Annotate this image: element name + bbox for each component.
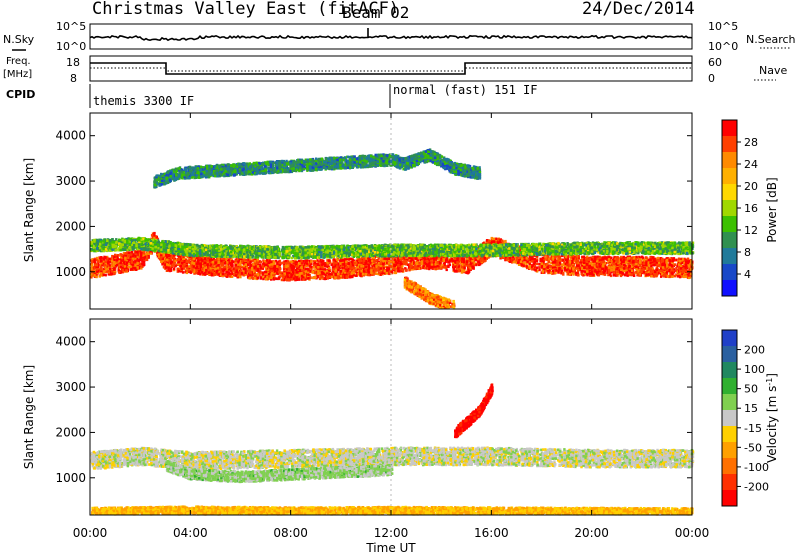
- nsearch-label: N.Search: [746, 33, 796, 46]
- beam-label: Beam 02: [342, 3, 409, 22]
- freq-tick-bottom: 8: [70, 72, 77, 85]
- freq-tick-top: 18: [66, 56, 80, 69]
- nsky-tick-bottom: 10^0: [56, 40, 86, 53]
- nave-tick-bottom: 0: [708, 72, 715, 85]
- freq-label: Freq.: [6, 56, 31, 67]
- heatmap-cell: [99, 275, 101, 278]
- nsky-tick-top: 10^5: [56, 20, 86, 33]
- cpid-segment-2: normal (fast) 151 IF: [393, 83, 538, 97]
- heatmap-cell: [173, 268, 175, 271]
- nsky-label: N.Sky: [3, 33, 35, 46]
- nsky-trace: [90, 28, 692, 40]
- nsearch-tick-bottom: 10^0: [708, 40, 738, 53]
- freq-panel: [90, 56, 692, 81]
- heatmap-cell: [536, 263, 538, 266]
- nave-tick-top: 60: [708, 56, 722, 69]
- nsearch-tick-top: 10^5: [708, 20, 738, 33]
- radar-summary-figure: Christmas Valley East (fitACF) Beam 02 2…: [0, 0, 800, 554]
- cpid-label: CPID: [6, 88, 35, 101]
- freq-trace: [90, 63, 692, 74]
- nave-label: Nave: [759, 64, 787, 77]
- freq-unit: [MHz]: [3, 69, 32, 80]
- date-label: 24/Dec/2014: [582, 0, 695, 19]
- nave-trace: [90, 68, 692, 71]
- heatmap-cell: [446, 269, 448, 272]
- power-heatmap: [90, 148, 694, 309]
- cpid-segment-1: themis 3300 IF: [93, 94, 194, 108]
